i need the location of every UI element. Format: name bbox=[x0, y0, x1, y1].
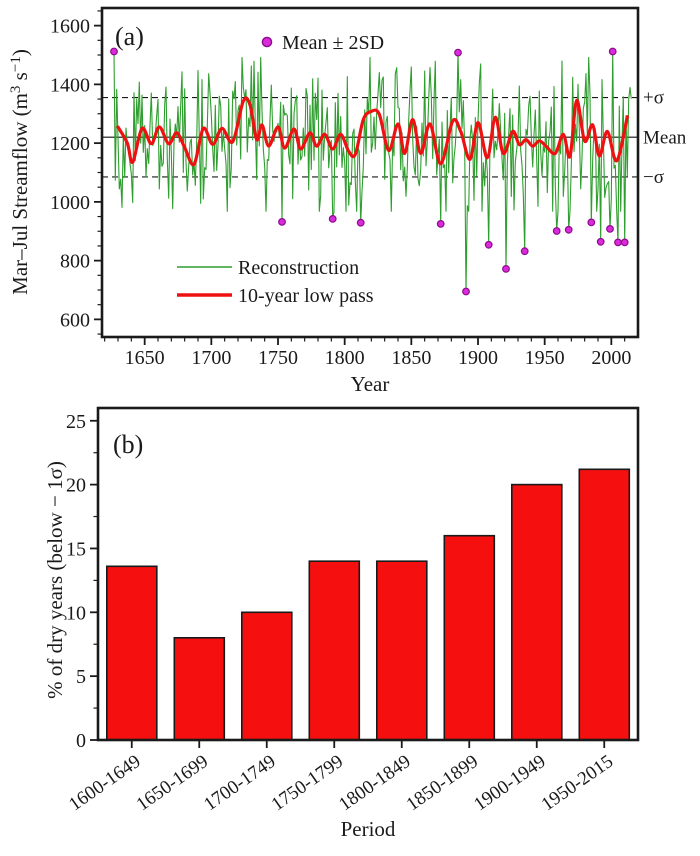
panel-a-plot-border bbox=[100, 6, 640, 339]
extreme-dot bbox=[552, 227, 561, 235]
panel-b-plot-border bbox=[96, 406, 640, 742]
y-tick-label: 25 bbox=[66, 411, 86, 433]
bar bbox=[375, 560, 428, 741]
y-tick-label: 10 bbox=[66, 602, 86, 624]
bar bbox=[578, 468, 631, 741]
mean-2sd-legend-dot bbox=[261, 36, 273, 48]
panel-b-x-axis-title: Period bbox=[341, 817, 396, 841]
y-tick-label: 1400 bbox=[50, 74, 90, 96]
x-tick-label: 1900-1949 bbox=[470, 751, 549, 815]
y-tick-label: 1200 bbox=[50, 133, 90, 155]
reference-label: −σ bbox=[643, 167, 664, 188]
extreme-dot bbox=[328, 214, 337, 223]
x-tick-label: 1700-1749 bbox=[200, 751, 279, 815]
extreme-dot bbox=[454, 48, 462, 57]
y-tick-label: 600 bbox=[60, 309, 90, 331]
bar bbox=[106, 565, 158, 741]
extreme-dot bbox=[596, 237, 605, 246]
extreme-dot bbox=[587, 218, 596, 227]
extreme-dot bbox=[278, 217, 286, 226]
mean-2sd-legend-label: Mean ± 2SD bbox=[282, 32, 384, 54]
reconstruction-line bbox=[113, 50, 632, 293]
extreme-dot bbox=[436, 219, 445, 228]
low-pass-legend-label: 10-year low pass bbox=[238, 285, 374, 307]
y-tick-label: 1600 bbox=[50, 16, 90, 38]
panel-a-extreme-dots bbox=[110, 47, 629, 296]
reference-label: +σ bbox=[643, 88, 664, 109]
y-tick-label: 1000 bbox=[50, 192, 90, 214]
x-tick-label: 1650 bbox=[125, 347, 165, 369]
x-tick-label: 1750 bbox=[258, 347, 298, 369]
bar bbox=[241, 611, 293, 741]
x-tick-label: 1750-1799 bbox=[268, 751, 347, 815]
extreme-dot bbox=[520, 247, 529, 256]
extreme-dot bbox=[502, 265, 510, 273]
x-tick-label: 1900 bbox=[458, 347, 498, 369]
extreme-dot bbox=[606, 224, 614, 233]
panel-b-bars bbox=[106, 468, 631, 741]
x-tick-label: 1800 bbox=[325, 347, 365, 369]
y-tick-label: 0 bbox=[76, 730, 86, 752]
panel-b-label: (b) bbox=[113, 430, 143, 459]
extreme-dot bbox=[614, 238, 622, 247]
panel-a-y-axis-title: Mar–Jul Streamflow (m3 s−1) bbox=[8, 49, 32, 295]
bar bbox=[308, 560, 361, 741]
x-tick-label: 1850 bbox=[391, 347, 431, 369]
extreme-dot bbox=[608, 47, 617, 56]
panel-b-dry-years-barchart: 1600-16491650-16991700-17491750-17991800… bbox=[43, 406, 640, 841]
extreme-dot bbox=[110, 47, 118, 56]
x-tick-label: 1850-1899 bbox=[403, 751, 482, 815]
x-tick-label: 1650-1699 bbox=[133, 751, 212, 815]
reference-label: Mean bbox=[643, 127, 687, 148]
x-tick-label: 1800-1849 bbox=[335, 751, 414, 815]
panel-a-label: (a) bbox=[115, 22, 144, 51]
x-tick-label: 1600-1649 bbox=[65, 751, 144, 815]
panel-a-ticks: 1650 1700 1750 1800 1850 1900 1950 2000 600 800 10… bbox=[50, 10, 631, 369]
reconstruction-legend-label: Reconstruction bbox=[238, 257, 359, 279]
x-tick-label: 1700 bbox=[191, 347, 231, 369]
bar bbox=[510, 483, 563, 741]
y-tick-label: 800 bbox=[60, 251, 90, 273]
bar bbox=[173, 637, 226, 741]
y-tick-label: 5 bbox=[76, 666, 86, 688]
panel-a-streamflow-timeseries: +σ Mean −σ 1650 1700 1750 1800 1850 1900 1950 200… bbox=[8, 6, 687, 396]
bar bbox=[443, 534, 496, 741]
panel-b-y-axis-title: % of dry years (below − 1σ) bbox=[43, 461, 67, 699]
extreme-dot bbox=[484, 240, 493, 249]
x-tick-label: 1950-2015 bbox=[538, 751, 617, 815]
panel-a-x-axis-title: Year bbox=[351, 372, 390, 396]
y-tick-label: 15 bbox=[66, 538, 86, 560]
y-tick-label: 20 bbox=[66, 475, 86, 497]
extreme-dot bbox=[620, 238, 629, 247]
panel-a-series bbox=[113, 50, 632, 293]
extreme-dot bbox=[462, 287, 470, 296]
extreme-dot bbox=[564, 225, 573, 234]
low-pass-line bbox=[116, 96, 629, 167]
x-tick-label: 1950 bbox=[525, 347, 565, 369]
x-tick-label: 2000 bbox=[591, 347, 631, 369]
extreme-dot bbox=[356, 218, 365, 227]
